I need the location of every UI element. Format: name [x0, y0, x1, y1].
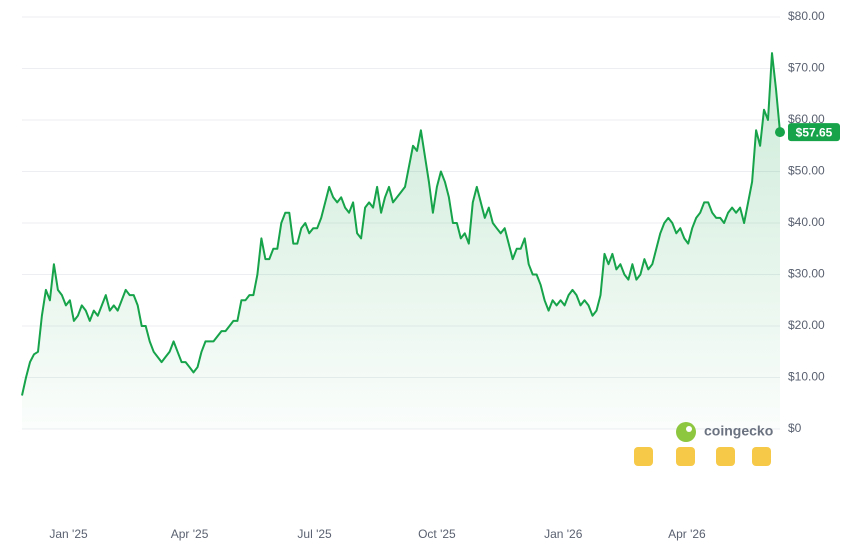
price-label: $57.65	[796, 125, 833, 139]
icon	[676, 447, 695, 466]
logo-eye	[686, 426, 692, 432]
x-tick-label: Apr '25	[171, 527, 209, 541]
area	[22, 53, 780, 429]
x-tick-label: Jan '26	[544, 527, 583, 541]
y-tick-label: $20.00	[788, 318, 825, 332]
x-tick-label: Oct '25	[418, 527, 456, 541]
price-line	[21, 52, 781, 396]
price-tag	[788, 123, 840, 142]
x-tick-label: Jul '25	[297, 527, 332, 541]
watermark-text: coingecko	[704, 423, 773, 439]
y-tick-label: $30.00	[788, 267, 825, 281]
y-tick-label: $0	[788, 421, 802, 435]
icon	[716, 447, 735, 466]
icons	[634, 447, 771, 466]
y-tick-label: $80.00	[788, 9, 825, 23]
y-tick-label: $40.00	[788, 215, 825, 229]
plot-area	[21, 52, 785, 429]
last-point	[775, 127, 785, 138]
y-tick-label: $10.00	[788, 370, 825, 384]
x-tick-label: Jan '25	[49, 527, 88, 541]
watermark: coingecko	[676, 422, 773, 442]
y-tick-label: $70.00	[788, 61, 825, 75]
y-tick-label: $50.00	[788, 164, 825, 178]
icon	[752, 447, 771, 466]
x-tick-label: Apr '26	[668, 527, 706, 541]
logo	[676, 422, 696, 442]
y-tick-label: $60.00	[788, 112, 825, 126]
icon	[634, 447, 653, 466]
